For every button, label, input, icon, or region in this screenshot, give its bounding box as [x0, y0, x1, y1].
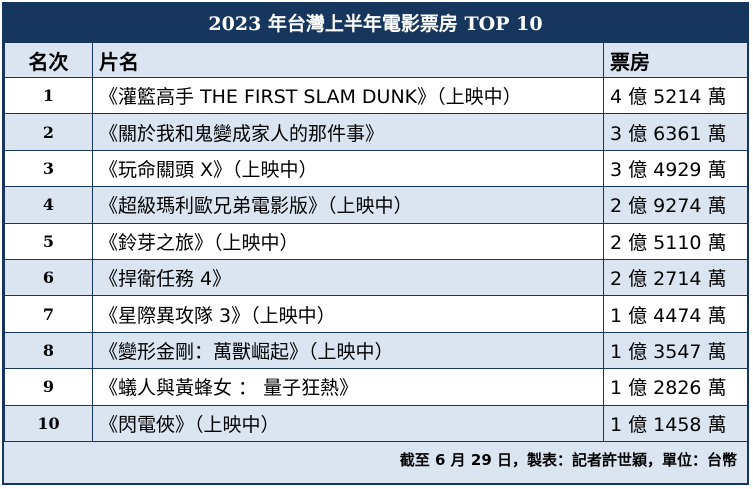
title-cell: 《超級瑪利歐兄弟電影版》（上映中） [92, 186, 604, 224]
box-office-cell: 1 億 1458 萬 [603, 404, 748, 442]
rank-cell: 6 [4, 258, 93, 297]
title-cell: 《玩命關頭 X》（上映中） [92, 149, 604, 188]
source-note: 截至 6 月 29 日，製表：記者許世穎，單位：台幣 [4, 441, 747, 478]
rank-cell: 3 [4, 149, 93, 188]
title-cell: 《變形金剛：萬獸崛起》（上映中） [92, 331, 604, 370]
table-row: 6 《捍衛任務 4》 2 億 2714 萬 [4, 258, 748, 297]
title-column-header: 片名 [92, 42, 604, 78]
box-office-cell: 1 億 4474 萬 [603, 295, 748, 333]
box-office-cell: 4 億 5214 萬 [603, 76, 748, 115]
title-cell: 《閃電俠》（上映中） [92, 404, 604, 442]
title-cell: 《星際異攻隊 3》（上映中） [92, 295, 604, 333]
table-row: 5 《鈴芽之旅》（上映中） 2 億 5110 萬 [4, 222, 748, 260]
box-office-cell: 1 億 3547 萬 [603, 331, 748, 370]
box-office-table: 名次 片名 票房 1 《灌籃高手 THE FIRST SLAM DUNK》（上映… [4, 42, 748, 442]
table-row: 1 《灌籃高手 THE FIRST SLAM DUNK》（上映中） 4 億 52… [4, 76, 748, 115]
table-row: 9 《蟻人與黃蜂女 ： 量子狂熱》 1 億 2826 萬 [4, 368, 748, 406]
rank-cell: 9 [4, 368, 93, 406]
table-row: 3 《玩命關頭 X》（上映中） 3 億 4929 萬 [4, 149, 748, 188]
table-row: 2 《關於我和鬼變成家人的那件事》 3 億 6361 萬 [4, 113, 748, 151]
title-cell: 《鈴芽之旅》（上映中） [92, 222, 604, 260]
rank-cell: 10 [4, 404, 93, 442]
table-title: 2023 年台灣上半年電影票房 TOP 10 [4, 4, 747, 42]
title-cell: 《蟻人與黃蜂女 ： 量子狂熱》 [92, 368, 604, 406]
box-office-cell: 3 億 6361 萬 [603, 113, 748, 151]
rank-cell: 8 [4, 331, 93, 370]
table-row: 7 《星際異攻隊 3》（上映中） 1 億 4474 萬 [4, 295, 748, 333]
rank-cell: 2 [4, 113, 93, 151]
box-office-column-header: 票房 [603, 42, 748, 78]
table-row: 8 《變形金剛：萬獸崛起》（上映中） 1 億 3547 萬 [4, 331, 748, 370]
box-office-cell: 3 億 4929 萬 [603, 149, 748, 188]
table-row: 4 《超級瑪利歐兄弟電影版》（上映中） 2 億 9274 萬 [4, 186, 748, 224]
header-row: 名次 片名 票房 [4, 42, 748, 78]
box-office-cell: 2 億 5110 萬 [603, 222, 748, 260]
rank-cell: 4 [4, 186, 93, 224]
title-cell: 《捍衛任務 4》 [92, 258, 604, 297]
table-row: 10 《閃電俠》（上映中） 1 億 1458 萬 [4, 404, 748, 442]
rank-cell: 5 [4, 222, 93, 260]
box-office-cell: 1 億 2826 萬 [603, 368, 748, 406]
rank-cell: 7 [4, 295, 93, 333]
rank-cell: 1 [4, 76, 93, 115]
box-office-table-frame: 2023 年台灣上半年電影票房 TOP 10 名次 片名 票房 1 《灌籃高手 … [2, 2, 749, 485]
box-office-cell: 2 億 2714 萬 [603, 258, 748, 297]
box-office-cell: 2 億 9274 萬 [603, 186, 748, 224]
rank-column-header: 名次 [4, 42, 93, 78]
title-cell: 《關於我和鬼變成家人的那件事》 [92, 113, 604, 151]
title-cell: 《灌籃高手 THE FIRST SLAM DUNK》（上映中） [92, 76, 604, 115]
